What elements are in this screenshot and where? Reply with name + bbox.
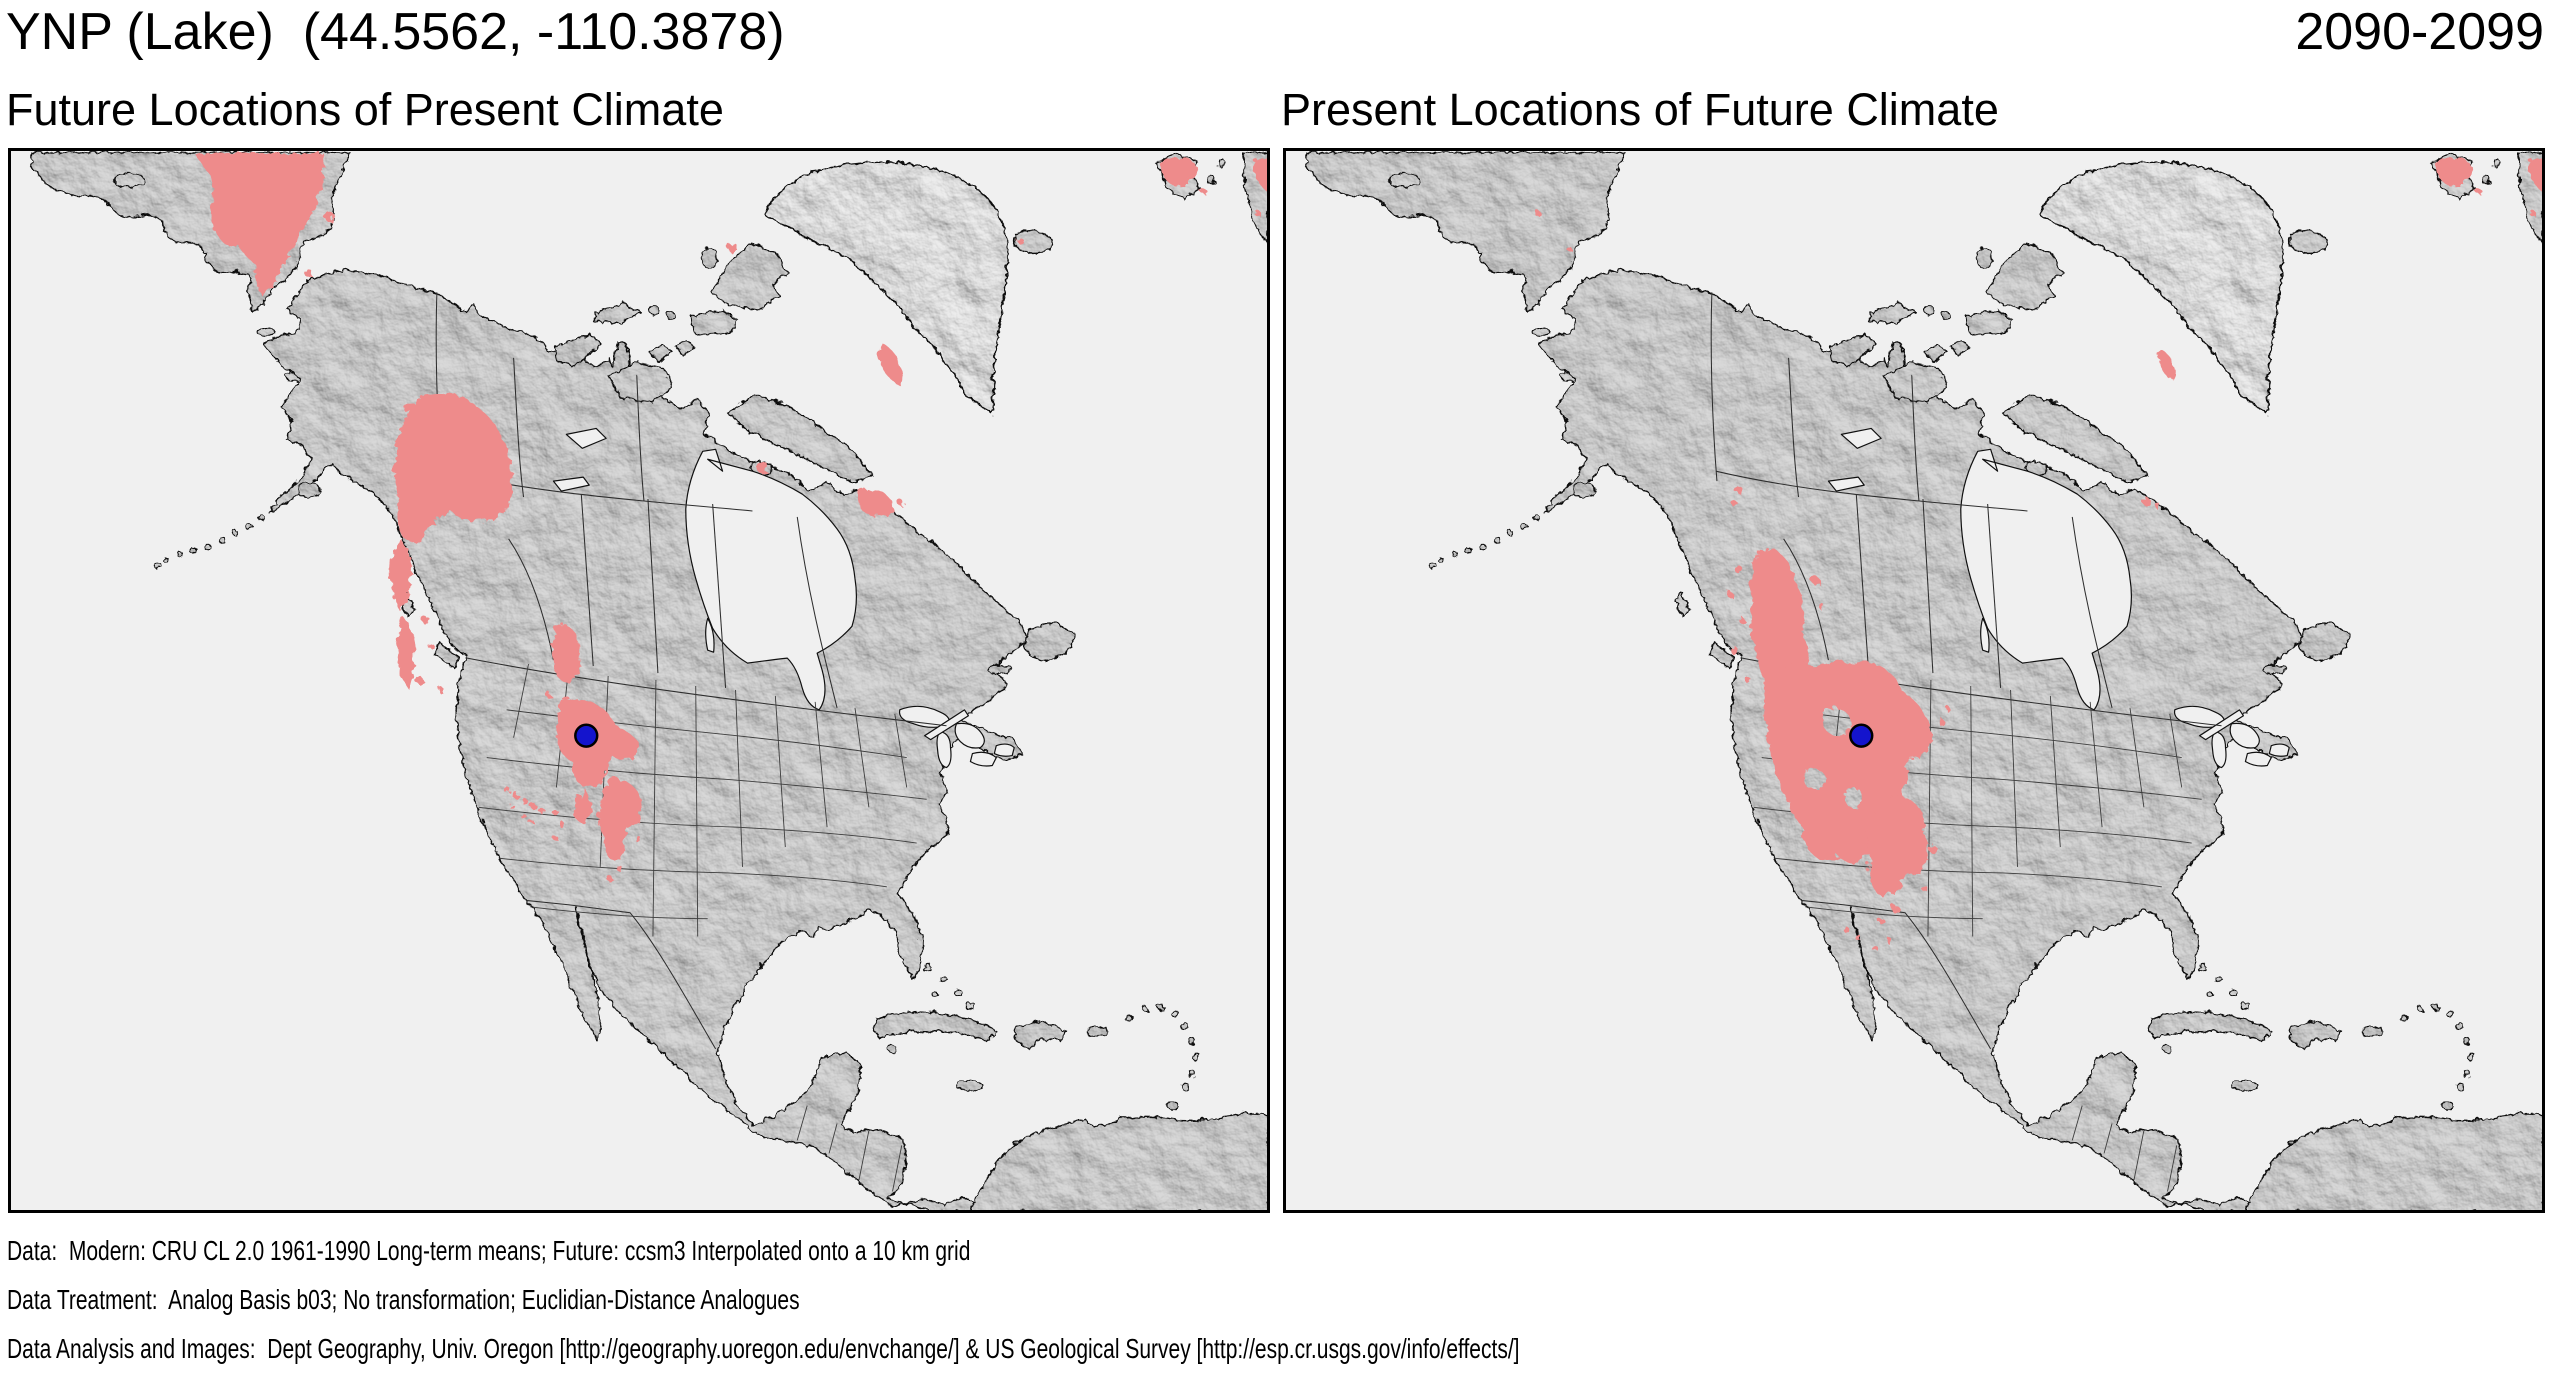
figure-captions: Data: Modern: CRU CL 2.0 1961-1990 Long-… — [7, 1226, 2024, 1373]
page-title: YNP (Lake) (44.5562, -110.3878) — [6, 3, 785, 61]
map-present-locations-of-future-climate — [1283, 148, 2545, 1213]
caption-data-treatment: Data Treatment: Analog Basis b03; No tra… — [7, 1284, 800, 1315]
left-map-title: Future Locations of Present Climate — [6, 84, 724, 135]
right-map-title: Present Locations of Future Climate — [1281, 84, 1999, 135]
right-map-canvas — [1286, 151, 2542, 1210]
caption-data: Data: Modern: CRU CL 2.0 1961-1990 Long-… — [7, 1235, 971, 1266]
period-label: 2090-2099 — [2295, 3, 2544, 61]
caption-data-analysis: Data Analysis and Images: Dept Geography… — [7, 1333, 1520, 1364]
map-future-locations-of-present-climate — [8, 148, 1270, 1213]
left-map-canvas — [11, 151, 1267, 1210]
site-marker-dot — [574, 723, 599, 748]
site-marker-dot — [1849, 723, 1874, 748]
